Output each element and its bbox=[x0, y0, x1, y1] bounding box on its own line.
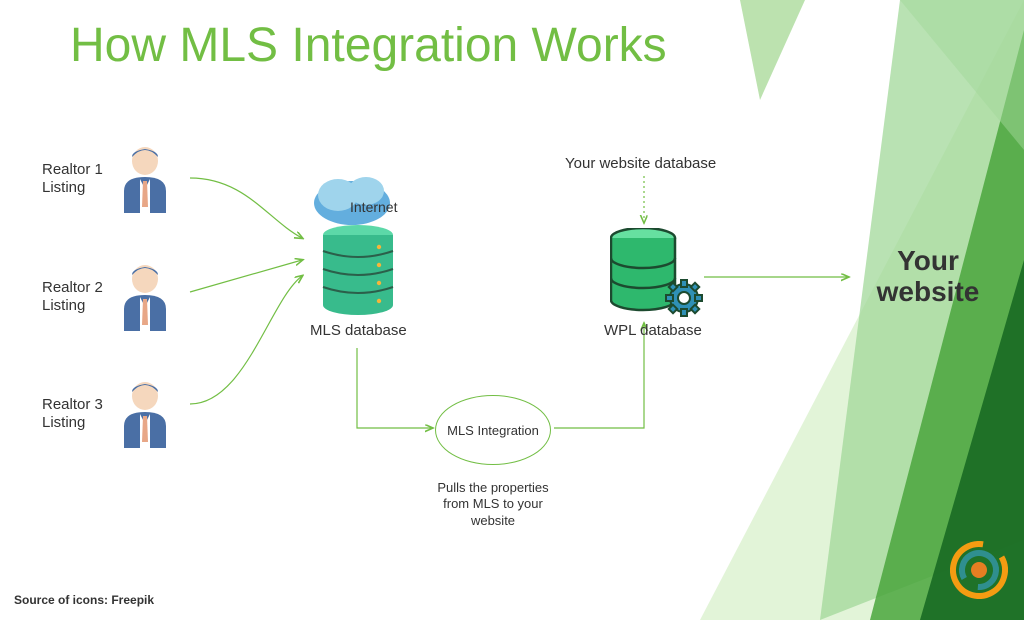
realtor-3-label: Realtor 3 Listing bbox=[42, 396, 108, 432]
integration-label: MLS Integration bbox=[447, 423, 539, 438]
realtor-2-label: Realtor 2 Listing bbox=[42, 279, 108, 315]
source-credit: Source of icons: Freepik bbox=[14, 593, 154, 607]
database-gear-icon bbox=[610, 228, 710, 320]
realtor-1-label: Realtor 1 Listing bbox=[42, 161, 108, 197]
person-icon bbox=[116, 263, 174, 331]
cloud-database-icon bbox=[310, 175, 420, 315]
person-icon bbox=[116, 145, 174, 213]
person-icon bbox=[116, 380, 174, 448]
wpl-database bbox=[610, 228, 710, 325]
integration-node: MLS Integration bbox=[435, 395, 551, 465]
mls-database bbox=[310, 175, 420, 320]
mls-label: MLS database bbox=[310, 322, 407, 339]
logo-icon bbox=[950, 541, 1008, 599]
internet-label: Internet bbox=[350, 199, 397, 215]
wpl-top-label: Your website database bbox=[565, 155, 716, 172]
your-website-label: Your website bbox=[858, 246, 998, 308]
diagram-content: How MLS Integration Works Realtor 1 List… bbox=[0, 0, 1024, 620]
realtor-1: Realtor 1 Listing bbox=[42, 145, 174, 213]
brand-logo bbox=[950, 541, 1008, 604]
realtor-3: Realtor 3 Listing bbox=[42, 380, 174, 448]
integration-desc: Pulls the properties from MLS to your we… bbox=[436, 480, 550, 529]
wpl-bottom-label: WPL database bbox=[604, 322, 702, 339]
realtor-2: Realtor 2 Listing bbox=[42, 263, 174, 331]
